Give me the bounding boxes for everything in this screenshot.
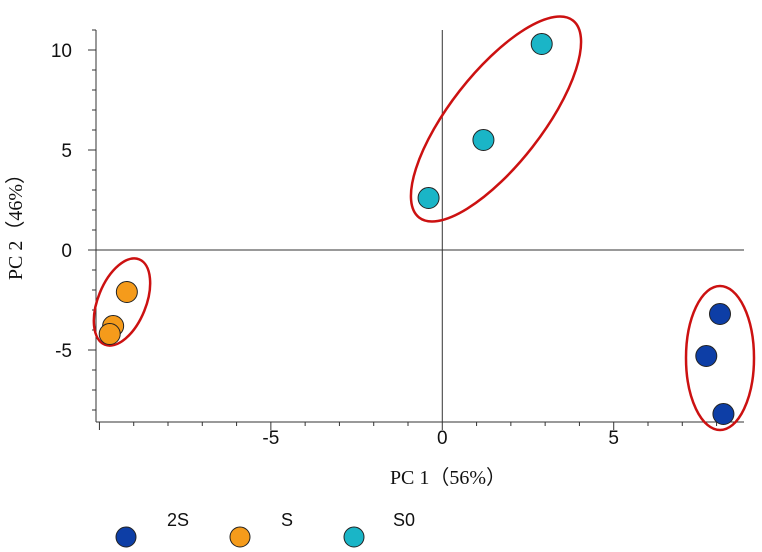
point-S bbox=[98, 323, 121, 345]
legend-swatch-S bbox=[229, 526, 251, 548]
legend-swatch-2S bbox=[115, 526, 137, 548]
point-S0 bbox=[417, 187, 440, 209]
point-S bbox=[115, 281, 138, 303]
y-tick-label: 5 bbox=[61, 141, 72, 162]
legend-label-2S: 2S bbox=[167, 510, 189, 530]
ellipse-S bbox=[92, 257, 152, 347]
plot-frame bbox=[95, 30, 744, 423]
point-2S bbox=[709, 303, 731, 325]
y-minor-ticks bbox=[88, 29, 96, 411]
data-points bbox=[98, 33, 735, 425]
x-tick-label: 0 bbox=[437, 428, 448, 449]
x-minor-ticks bbox=[98, 422, 718, 430]
legend-swatch-S0 bbox=[343, 526, 365, 548]
x-tick-labels: -5 0 5 bbox=[262, 428, 619, 449]
point-2S bbox=[695, 345, 718, 367]
point-S0 bbox=[472, 129, 495, 151]
ellipse-S0 bbox=[409, 15, 583, 223]
point-2S bbox=[712, 403, 735, 425]
x-tick-label: -5 bbox=[262, 428, 279, 449]
point-S0 bbox=[530, 33, 553, 55]
y-tick-labels: -5 0 5 10 bbox=[51, 41, 72, 362]
legend-label-S: S bbox=[281, 510, 293, 530]
group-ellipses bbox=[92, 15, 756, 432]
y-axis-title: PC 2（46%） bbox=[4, 164, 27, 280]
y-tick-label: 10 bbox=[51, 41, 72, 62]
ellipse-2S bbox=[684, 284, 756, 432]
x-axis-title: PC 1（56%） bbox=[390, 466, 506, 489]
x-tick-label: 5 bbox=[608, 428, 619, 449]
y-tick-label: 0 bbox=[61, 241, 72, 262]
y-tick-label: -5 bbox=[55, 341, 72, 362]
legend-label-S0: S0 bbox=[393, 510, 415, 530]
legend: 2S S S0 bbox=[115, 510, 415, 548]
